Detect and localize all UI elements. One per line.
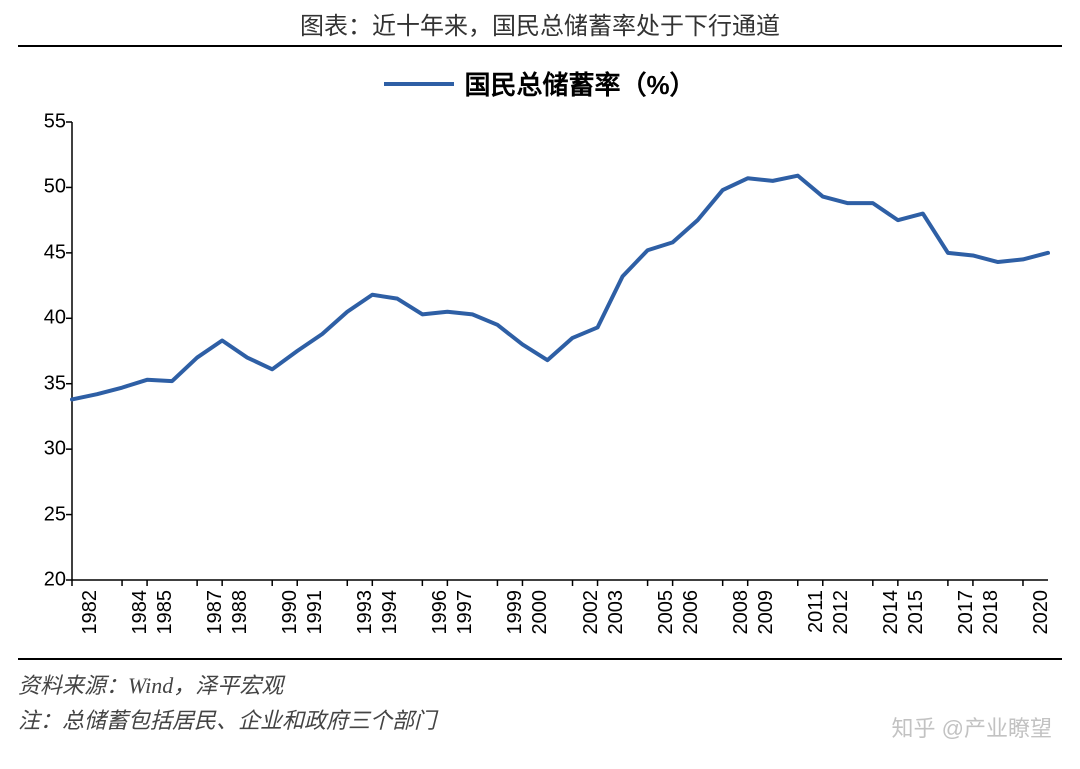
plot-area: 2025303540455055 19821984198519871988199…	[18, 112, 1062, 652]
legend-swatch	[384, 82, 454, 86]
y-tick-label: 20	[44, 569, 66, 592]
y-tick-label: 55	[44, 111, 66, 134]
x-tick-label: 2020	[1030, 590, 1080, 635]
legend-label: 国民总储蓄率（%）	[464, 65, 695, 102]
savings-rate-line	[72, 176, 1048, 400]
bottom-rule	[18, 658, 1062, 660]
y-tick-label: 50	[44, 176, 66, 199]
y-tick-label: 40	[44, 307, 66, 330]
watermark: 知乎 @产业瞭望	[892, 711, 1052, 743]
y-tick-label: 45	[44, 241, 66, 264]
source-text: 资料来源：Wind，泽平宏观	[18, 668, 1062, 703]
legend: 国民总储蓄率（%）	[0, 47, 1080, 112]
y-tick-label: 30	[44, 438, 66, 461]
chart-title: 图表：近十年来，国民总储蓄率处于下行通道	[0, 0, 1080, 45]
y-tick-label: 25	[44, 503, 66, 526]
y-tick-label: 35	[44, 372, 66, 395]
chart-svg	[18, 112, 1062, 652]
